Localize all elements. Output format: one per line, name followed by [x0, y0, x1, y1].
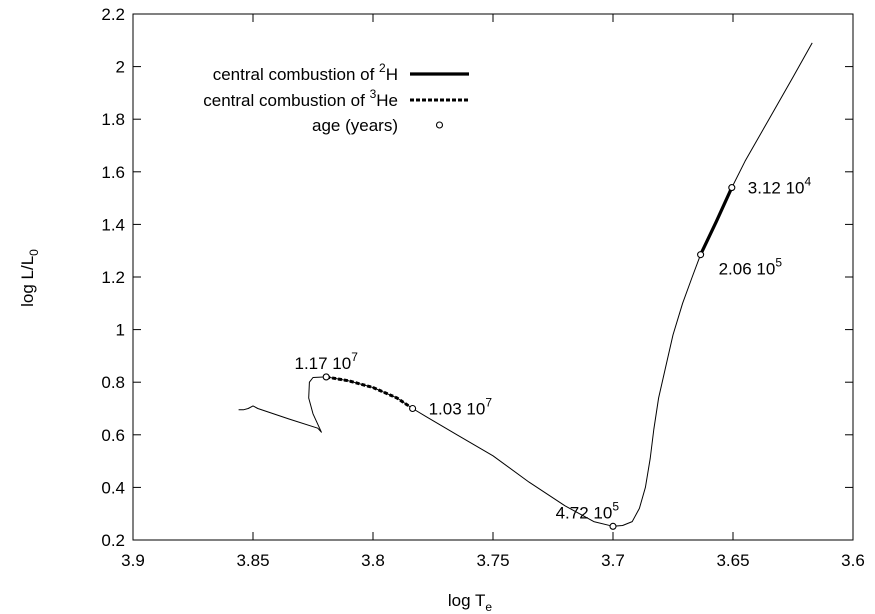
y-tick-label: 0.4 [101, 478, 125, 497]
x-tick-label: 3.75 [476, 551, 509, 570]
age-point-marker [728, 184, 736, 192]
x-tick-label: 3.85 [236, 551, 269, 570]
y-tick-label: 1.2 [101, 268, 125, 287]
age-points-layer: 3.12 104 2.06 105 4.72 105 1.03 107 1.17 107 [294, 175, 812, 530]
age-point-label: 2.06 105 [719, 256, 783, 279]
age-point-marker [697, 251, 705, 259]
y-tick-label: 0.6 [101, 426, 125, 445]
legend-label-deuterium: central combustion of 2H [213, 61, 398, 84]
x-tick-label: 3.9 [121, 551, 145, 570]
age-point-label: 1.03 107 [429, 396, 493, 419]
legend-sample-age [435, 121, 444, 129]
age-point-label: 1.17 107 [294, 350, 358, 373]
y-tick-label: 0.2 [101, 531, 125, 550]
age-point-marker [609, 522, 617, 530]
x-tick-label: 3.8 [361, 551, 385, 570]
y-tick-label: 2.2 [101, 5, 125, 24]
legend-label-helium3: central combustion of 3He [203, 87, 398, 110]
series-track [238, 42, 813, 527]
x-axis-title: log Te [448, 591, 493, 614]
legend: central combustion of 2H central combusti… [203, 61, 469, 135]
series-helium3 [325, 375, 414, 410]
age-point-label: 3.12 104 [748, 175, 812, 198]
series-deuterium [699, 186, 734, 256]
y-tick-label: 1.6 [101, 163, 125, 182]
y-axis-title: log L/L0 [18, 249, 41, 307]
legend-label-age: age (years) [312, 116, 398, 135]
x-tick-label: 3.65 [716, 551, 749, 570]
age-point-label: 4.72 105 [556, 499, 620, 522]
x-tick-label: 3.7 [601, 551, 625, 570]
y-tick-label: 0.8 [101, 373, 125, 392]
y-tick-label: 2 [116, 58, 125, 77]
y-axis-ticks: 0.2 0.4 0.6 0.8 1 1.2 1.4 1.6 1.8 2 2.2 [101, 5, 853, 550]
y-tick-label: 1.4 [101, 215, 125, 234]
age-point-marker [409, 404, 417, 413]
x-axis-ticks: 3.9 3.85 3.8 3.75 3.7 3.65 3.6 [121, 14, 865, 570]
x-tick-label: 3.6 [841, 551, 865, 570]
y-tick-label: 1 [116, 321, 125, 340]
y-tick-label: 1.8 [101, 110, 125, 129]
series-layer [238, 42, 813, 527]
age-point-marker [322, 373, 330, 381]
